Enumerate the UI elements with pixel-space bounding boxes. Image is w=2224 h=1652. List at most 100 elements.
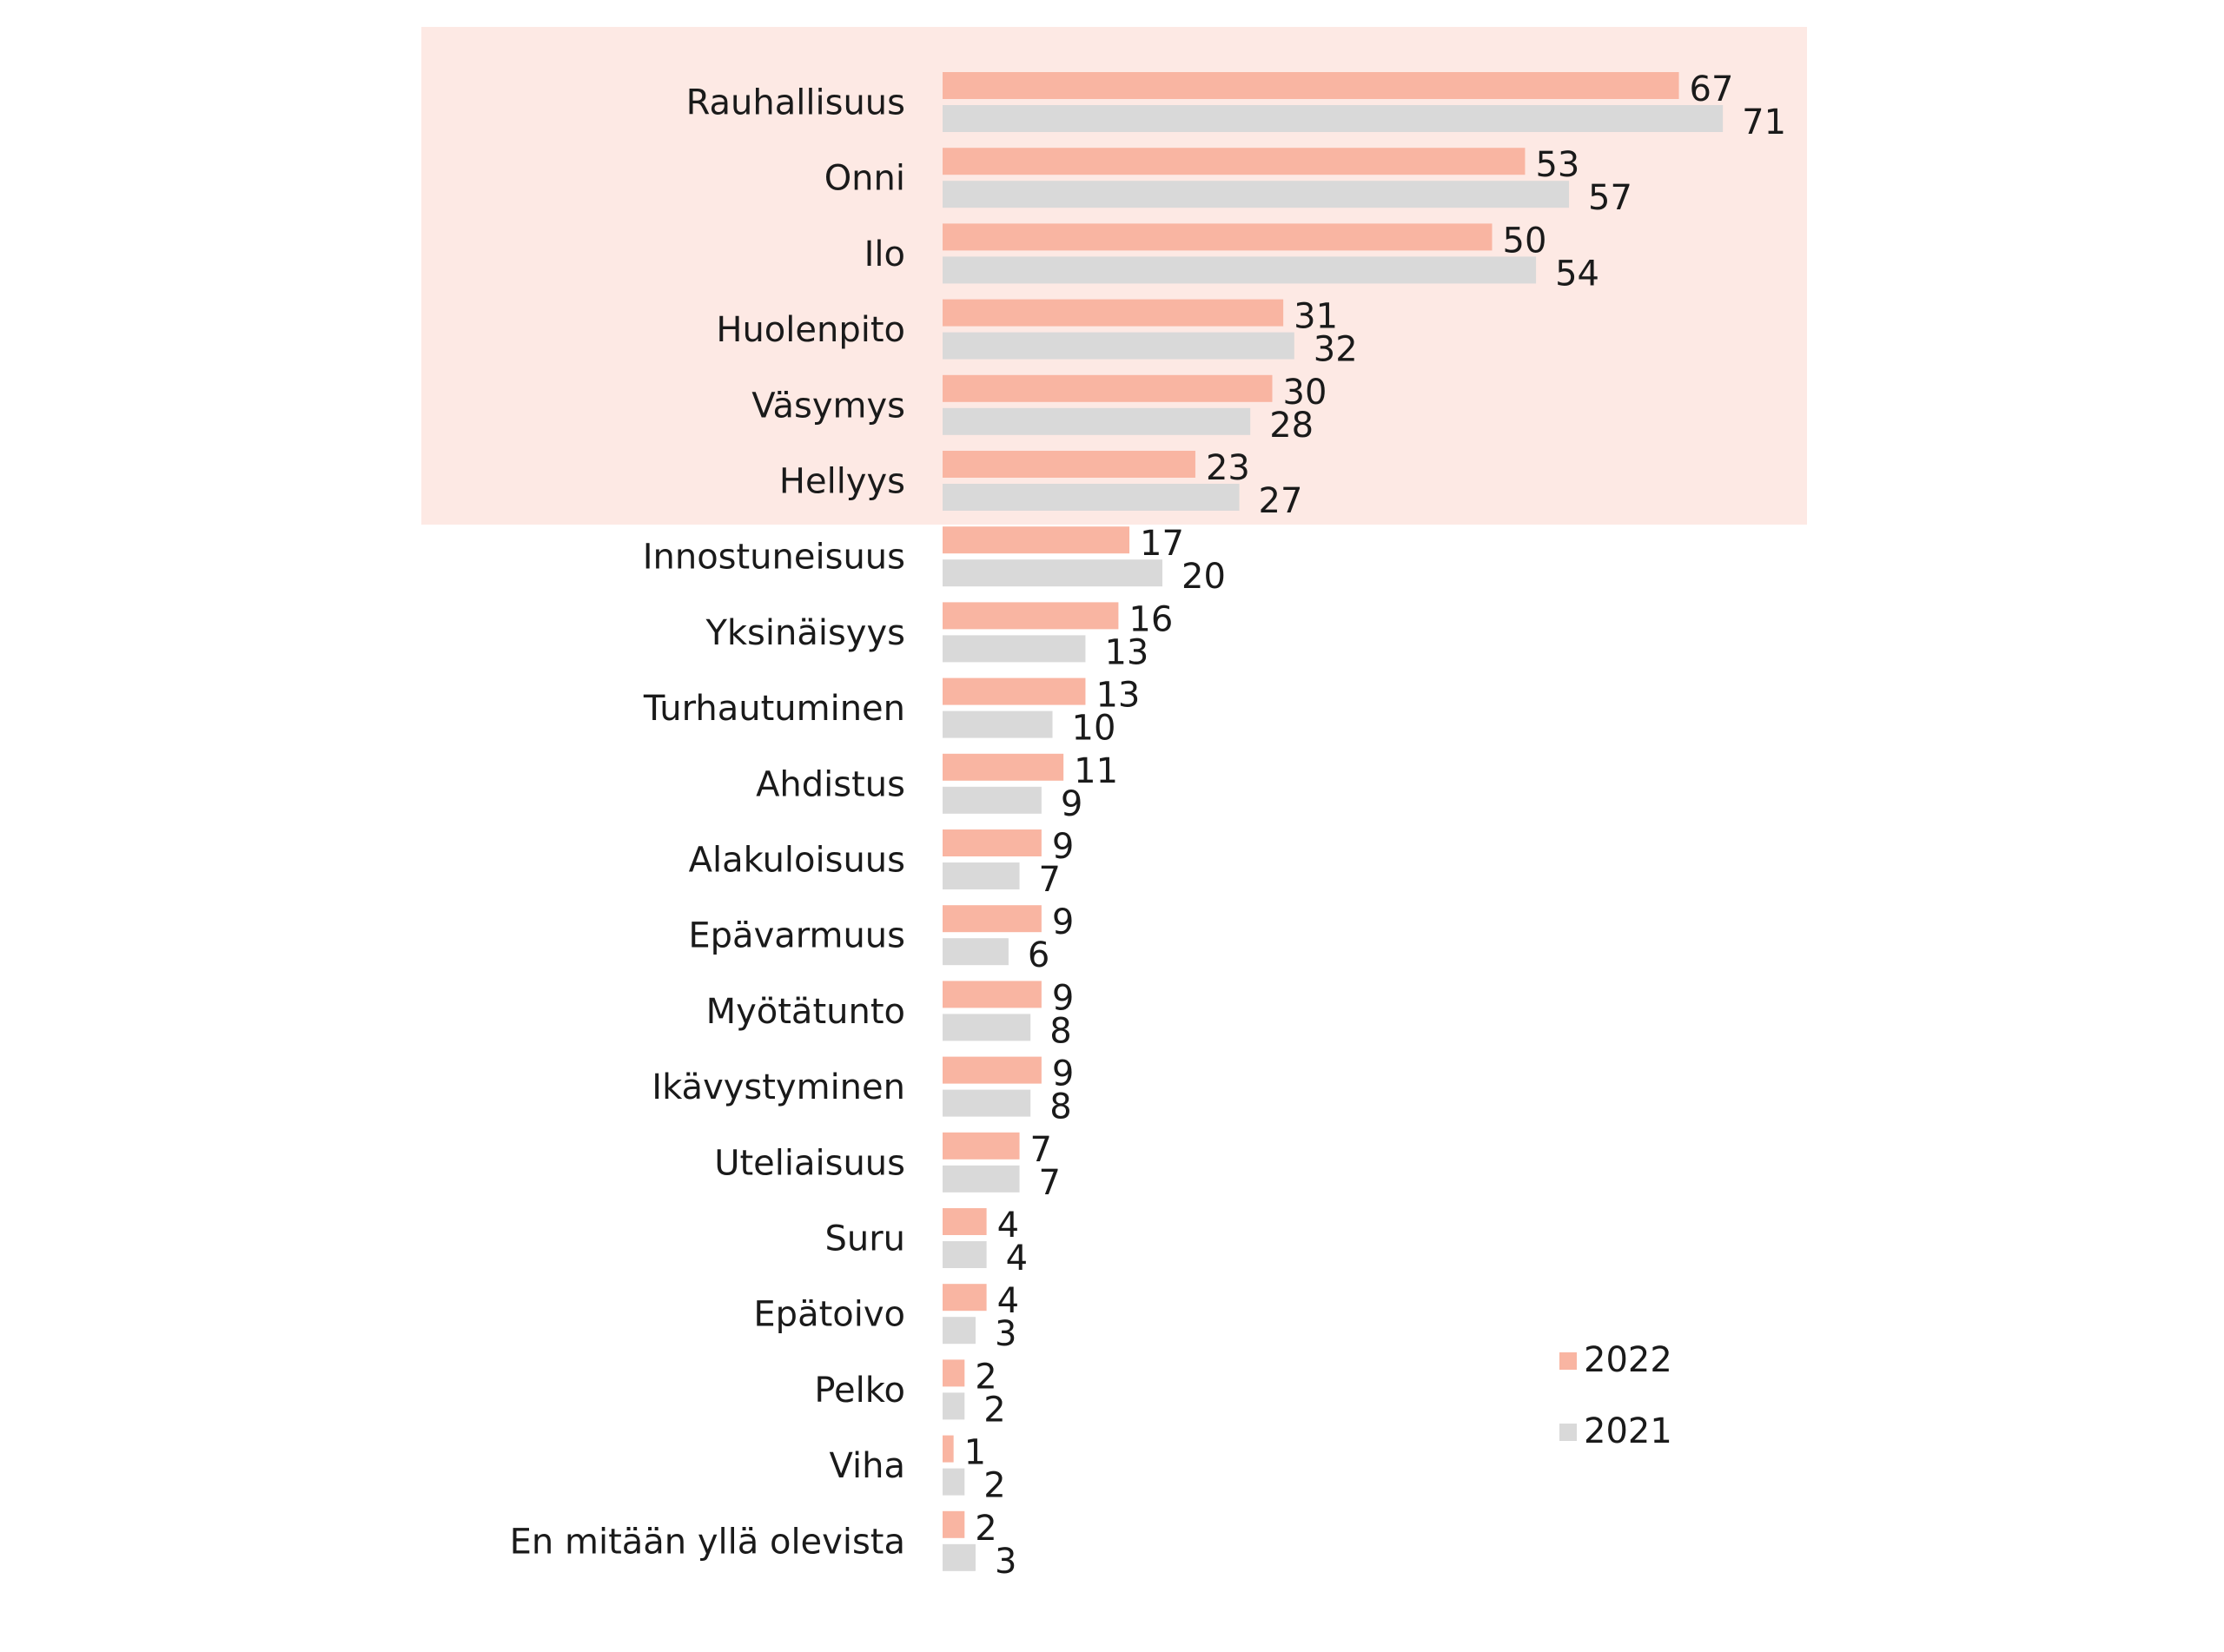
bar-2021 bbox=[943, 635, 1086, 663]
bar-2021 bbox=[943, 710, 1053, 738]
data-label-2022: 17 bbox=[1140, 524, 1184, 564]
data-label-2022: 1 bbox=[964, 1433, 986, 1473]
bar-2022 bbox=[943, 905, 1042, 933]
legend-swatch-2022 bbox=[1559, 1352, 1577, 1370]
bar-2021 bbox=[943, 1014, 1031, 1041]
data-label-2021: 3 bbox=[995, 1542, 1016, 1582]
bar-2021 bbox=[943, 1392, 965, 1420]
data-label-2021: 28 bbox=[1269, 406, 1314, 446]
category-label: Viha bbox=[830, 1446, 905, 1486]
data-label-2022: 11 bbox=[1074, 751, 1118, 791]
category-label: Väsymys bbox=[751, 386, 905, 426]
legend-swatch-2021 bbox=[1559, 1424, 1577, 1441]
data-label-2021: 13 bbox=[1104, 632, 1148, 672]
data-label-2021: 2 bbox=[983, 1390, 1005, 1430]
bar-2021 bbox=[943, 1165, 1020, 1193]
data-label-2021: 7 bbox=[1039, 860, 1061, 900]
category-label: Pelko bbox=[814, 1371, 905, 1411]
bar-2022 bbox=[943, 829, 1042, 856]
bar-2021 bbox=[943, 1543, 976, 1571]
legend-label-2021: 2021 bbox=[1584, 1411, 1672, 1451]
category-label: Onni bbox=[824, 159, 905, 199]
data-label-2022: 53 bbox=[1535, 145, 1579, 185]
bar-2021 bbox=[943, 938, 1009, 966]
data-label-2021: 3 bbox=[995, 1314, 1016, 1354]
bar-2022 bbox=[943, 1056, 1042, 1084]
data-label-2021: 32 bbox=[1314, 330, 1358, 370]
category-label: Myötätunto bbox=[706, 992, 905, 1032]
data-label-2021: 57 bbox=[1588, 178, 1632, 218]
bar-2022 bbox=[943, 299, 1284, 327]
data-label-2022: 16 bbox=[1129, 599, 1173, 639]
bar-2022 bbox=[943, 1435, 954, 1463]
category-label: Suru bbox=[824, 1219, 905, 1259]
bar-2021 bbox=[943, 256, 1537, 284]
bar-2022 bbox=[943, 1284, 987, 1312]
bar-2021 bbox=[943, 862, 1020, 889]
category-label: Ikävystyminen bbox=[652, 1067, 905, 1107]
data-label-2022: 2 bbox=[975, 1509, 996, 1549]
data-label-2021: 2 bbox=[983, 1466, 1005, 1506]
bar-2021 bbox=[943, 786, 1042, 814]
category-label: Alakuloisuus bbox=[689, 841, 905, 881]
data-label-2022: 23 bbox=[1206, 448, 1250, 488]
bar-2022 bbox=[943, 451, 1195, 478]
bar-2022 bbox=[943, 1208, 987, 1235]
bar-2021 bbox=[943, 181, 1570, 208]
data-label-2022: 9 bbox=[1052, 1054, 1074, 1094]
data-label-2021: 27 bbox=[1259, 481, 1303, 521]
data-label-2022: 13 bbox=[1095, 676, 1140, 716]
bar-2022 bbox=[943, 1510, 965, 1538]
bar-2022 bbox=[943, 526, 1130, 554]
bar-2021 bbox=[943, 1089, 1031, 1117]
bar-2021 bbox=[943, 484, 1240, 511]
bar-2022 bbox=[943, 1359, 965, 1387]
data-label-2021: 9 bbox=[1061, 784, 1082, 824]
category-label: Innostuneisuus bbox=[643, 538, 905, 578]
bar-2022 bbox=[943, 72, 1679, 99]
category-label: Epätoivo bbox=[753, 1295, 905, 1335]
data-label-2022: 67 bbox=[1690, 69, 1734, 109]
bar-2021 bbox=[943, 1468, 965, 1496]
category-label: Hellyys bbox=[779, 462, 905, 502]
bar-2021 bbox=[943, 407, 1251, 435]
bar-2022 bbox=[943, 223, 1493, 251]
category-label: Turhautuminen bbox=[643, 689, 905, 729]
data-label-2021: 4 bbox=[1006, 1239, 1028, 1279]
data-label-2022: 4 bbox=[997, 1206, 1019, 1246]
bar-2021 bbox=[943, 1241, 987, 1268]
category-label: Rauhallisuus bbox=[686, 83, 905, 123]
category-label: Huolenpito bbox=[716, 310, 905, 350]
bar-2021 bbox=[943, 559, 1162, 587]
data-label-2021: 7 bbox=[1039, 1163, 1061, 1203]
category-label: Uteliaisuus bbox=[714, 1143, 905, 1183]
data-label-2021: 8 bbox=[1049, 1011, 1071, 1051]
data-label-2022: 31 bbox=[1294, 297, 1338, 337]
bar-2021 bbox=[943, 332, 1294, 360]
bar-2021 bbox=[943, 1317, 976, 1345]
bar-2022 bbox=[943, 677, 1086, 705]
category-label: Yksinäisyys bbox=[705, 613, 905, 653]
category-label: Epävarmuus bbox=[688, 916, 905, 956]
data-label-2021: 10 bbox=[1072, 709, 1116, 749]
category-label: Ilo bbox=[864, 235, 905, 274]
data-label-2022: 9 bbox=[1052, 902, 1074, 942]
data-label-2021: 20 bbox=[1182, 557, 1226, 597]
data-label-2022: 9 bbox=[1052, 978, 1074, 1018]
bar-2022 bbox=[943, 602, 1119, 630]
data-label-2021: 54 bbox=[1555, 254, 1599, 294]
bar-2022 bbox=[943, 753, 1064, 781]
data-label-2022: 30 bbox=[1283, 373, 1327, 413]
bar-2022 bbox=[943, 981, 1042, 1008]
legend-label-2022: 2022 bbox=[1584, 1340, 1672, 1380]
bar-2021 bbox=[943, 105, 1724, 132]
category-label: En mitään yllä olevista bbox=[510, 1522, 905, 1562]
data-label-2022: 50 bbox=[1503, 221, 1547, 261]
data-label-2022: 9 bbox=[1052, 827, 1074, 867]
bar-2022 bbox=[943, 1132, 1020, 1160]
bar-2022 bbox=[943, 148, 1526, 175]
data-label-2021: 8 bbox=[1049, 1087, 1071, 1127]
data-label-2021: 6 bbox=[1028, 935, 1049, 975]
